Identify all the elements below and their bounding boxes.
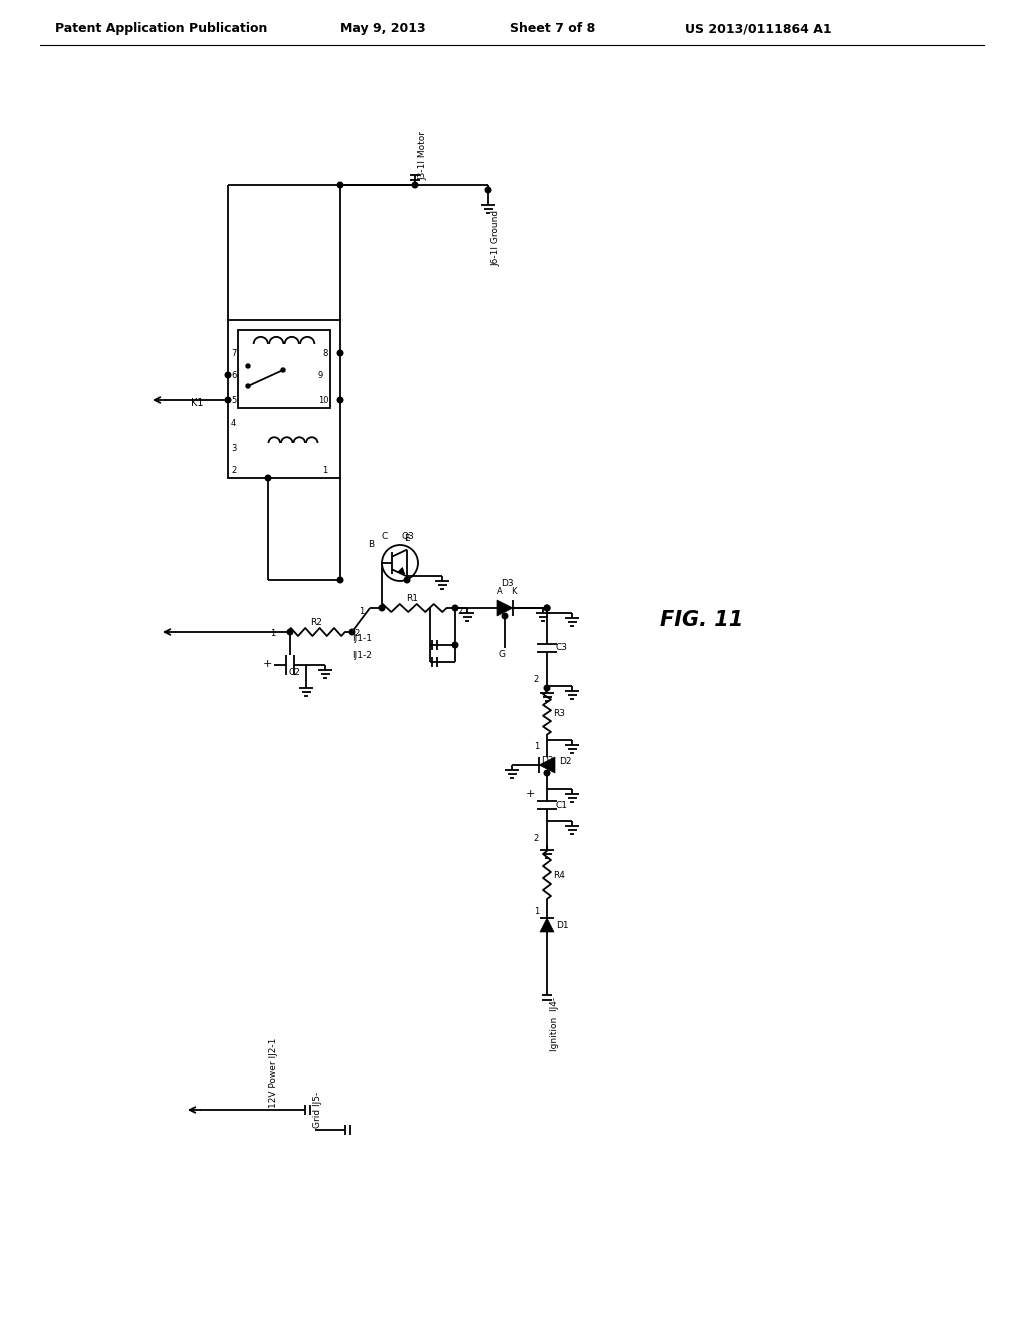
Circle shape — [281, 368, 285, 372]
Text: K1: K1 — [190, 399, 203, 408]
Bar — [238, 330, 330, 408]
Text: 2: 2 — [231, 466, 237, 475]
Text: D3: D3 — [501, 579, 513, 587]
Text: R1: R1 — [407, 594, 419, 603]
Polygon shape — [539, 756, 555, 774]
Circle shape — [337, 350, 343, 356]
Circle shape — [246, 384, 250, 388]
Text: J6-1I Ground: J6-1I Ground — [490, 210, 500, 267]
Text: US 2013/0111864 A1: US 2013/0111864 A1 — [685, 22, 831, 36]
Text: 9: 9 — [318, 371, 324, 380]
Text: C1: C1 — [555, 800, 567, 809]
Text: D2: D2 — [559, 758, 571, 767]
Text: May 9, 2013: May 9, 2013 — [340, 22, 426, 36]
Text: R4: R4 — [553, 870, 565, 879]
Text: E: E — [404, 535, 410, 543]
Polygon shape — [540, 917, 554, 932]
Circle shape — [337, 397, 343, 403]
Bar — [228, 319, 340, 478]
Text: 1: 1 — [322, 466, 328, 475]
Text: D1: D1 — [556, 920, 568, 929]
Circle shape — [413, 182, 418, 187]
Circle shape — [502, 614, 508, 619]
Text: 1: 1 — [359, 606, 365, 615]
Circle shape — [379, 605, 385, 611]
Text: FIG. 11: FIG. 11 — [660, 610, 743, 630]
Text: G: G — [499, 649, 506, 659]
Text: J3-1I Motor: J3-1I Motor — [418, 131, 427, 180]
Text: Sheet 7 of 8: Sheet 7 of 8 — [510, 22, 595, 36]
Text: A: A — [497, 587, 503, 597]
Text: 8: 8 — [322, 348, 328, 358]
Text: 6: 6 — [231, 371, 237, 380]
Text: Ignition  IJ4-: Ignition IJ4- — [550, 997, 559, 1051]
Text: 4: 4 — [231, 418, 237, 428]
Text: IJ1-1: IJ1-1 — [352, 634, 372, 643]
Text: +: + — [525, 789, 535, 799]
Text: IJ1-2: IJ1-2 — [352, 651, 372, 660]
Text: K: K — [511, 587, 516, 597]
Text: Patent Application Publication: Patent Application Publication — [55, 22, 267, 36]
Circle shape — [265, 475, 270, 480]
Circle shape — [337, 182, 343, 187]
Polygon shape — [497, 601, 513, 616]
Circle shape — [544, 605, 550, 611]
Circle shape — [544, 685, 550, 690]
Text: R2: R2 — [310, 618, 322, 627]
Text: 2: 2 — [354, 630, 359, 639]
Text: C: C — [382, 532, 388, 541]
Circle shape — [349, 630, 354, 635]
Text: Q3: Q3 — [402, 532, 415, 541]
Text: +: + — [262, 659, 271, 669]
Circle shape — [485, 187, 490, 193]
Text: B: B — [368, 540, 374, 549]
Text: C2: C2 — [288, 668, 300, 677]
Text: 2: 2 — [534, 675, 539, 684]
Circle shape — [453, 605, 458, 611]
Circle shape — [225, 397, 230, 403]
Text: C3: C3 — [555, 644, 567, 652]
Text: D2: D2 — [541, 756, 553, 766]
Text: 3: 3 — [231, 444, 237, 453]
Circle shape — [225, 372, 230, 378]
Circle shape — [337, 577, 343, 583]
Text: Grid IJ5-: Grid IJ5- — [312, 1092, 322, 1129]
Circle shape — [404, 577, 410, 583]
Text: 1: 1 — [270, 630, 275, 639]
Text: 12V Power IJ2-1: 12V Power IJ2-1 — [268, 1038, 278, 1107]
Text: 1: 1 — [534, 907, 539, 916]
Text: 2: 2 — [534, 834, 539, 843]
Text: R3: R3 — [553, 709, 565, 718]
Circle shape — [246, 364, 250, 368]
Text: 5: 5 — [231, 396, 237, 405]
Circle shape — [544, 605, 550, 611]
Circle shape — [453, 643, 458, 648]
Text: 10: 10 — [318, 396, 329, 405]
Circle shape — [287, 630, 293, 635]
Text: 1: 1 — [534, 742, 539, 751]
Circle shape — [544, 770, 550, 776]
Text: 2: 2 — [457, 606, 462, 615]
Text: 7: 7 — [231, 348, 237, 358]
